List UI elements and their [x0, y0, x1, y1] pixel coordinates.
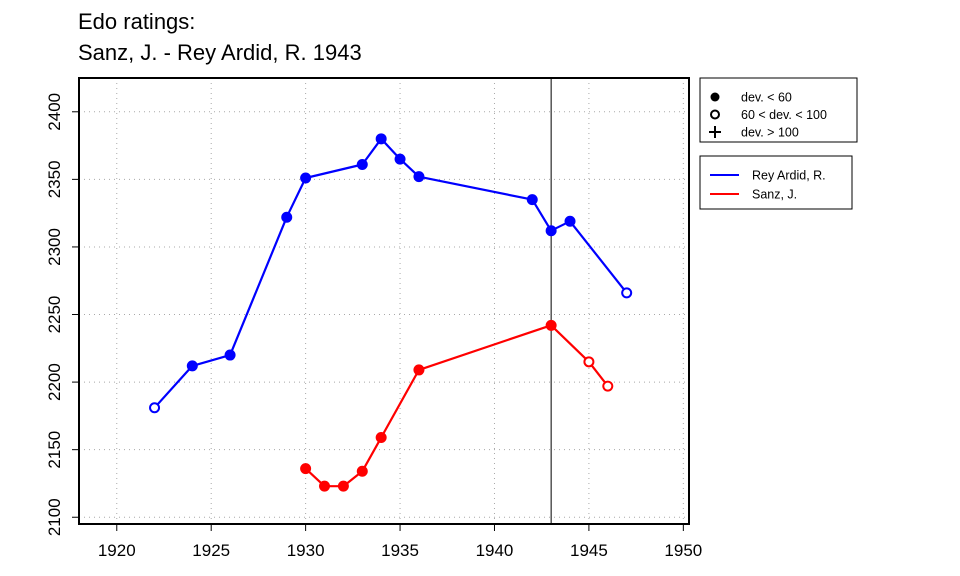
y-axis: 2100 2150 2200 2250 2300 2350 2400: [45, 93, 79, 536]
data-point-sanz-j: [602, 380, 614, 392]
data-point-rey-ardid-r: [356, 158, 368, 170]
data-point-rey-ardid-r: [526, 194, 538, 206]
y-tick-label: 2400: [45, 93, 64, 131]
data-point-sanz-j: [545, 319, 557, 331]
data-point-sanz-j: [583, 356, 595, 368]
series-legend-box: [699, 155, 853, 210]
data-point-sanz-j: [337, 480, 349, 492]
data-point-rey-ardid-r: [413, 171, 425, 183]
marker-legend-label: dev. > 100: [741, 126, 799, 140]
x-tick-label: 1935: [381, 541, 419, 560]
series-legend-label: Rey Ardid, R.: [752, 169, 826, 183]
plot-frame: [78, 77, 690, 525]
grid-lines: [79, 78, 689, 524]
series-layer: [149, 133, 633, 492]
data-point-rey-ardid-r: [621, 287, 633, 299]
y-tick-label: 2200: [45, 363, 64, 401]
x-tick-label: 1950: [664, 541, 702, 560]
x-tick-label: 1940: [476, 541, 514, 560]
y-tick-label: 2300: [45, 228, 64, 266]
series-line-sanz-j: [304, 324, 609, 488]
marker-legend: dev. < 60 60 < dev. < 100 dev. > 100: [699, 77, 858, 143]
x-tick-label: 1945: [570, 541, 608, 560]
data-point-sanz-j: [413, 364, 425, 376]
legend-symbol-open-circle: [710, 109, 720, 120]
series-legend: Rey Ardid, R. Sanz, J.: [699, 155, 853, 210]
y-tick-label: 2100: [45, 498, 64, 536]
chart-subtitle: Sanz, J. - Rey Ardid, R. 1943: [78, 40, 362, 65]
x-tick-label: 1920: [98, 541, 136, 560]
marker-legend-label: 60 < dev. < 100: [741, 108, 827, 122]
data-point-sanz-j: [300, 463, 312, 475]
data-point-rey-ardid-r: [545, 225, 557, 237]
legend-symbol-filled-circle: [710, 92, 720, 102]
y-tick-label: 2250: [45, 296, 64, 334]
x-axis: 1920 1925 1930 1935 1940 1945 1950: [98, 524, 702, 560]
data-point-rey-ardid-r: [186, 360, 198, 372]
data-point-sanz-j: [319, 480, 331, 492]
series-legend-label: Sanz, J.: [752, 188, 797, 202]
y-tick-label: 2350: [45, 160, 64, 198]
data-point-sanz-j: [375, 432, 387, 444]
chart-title: Edo ratings:: [78, 9, 196, 34]
data-point-rey-ardid-r: [300, 172, 312, 184]
data-point-rey-ardid-r: [394, 153, 406, 165]
series-line-rey-ardid-r: [153, 137, 628, 409]
data-point-sanz-j: [356, 465, 368, 477]
x-tick-label: 1925: [192, 541, 230, 560]
marker-legend-label: dev. < 60: [741, 91, 792, 105]
data-point-rey-ardid-r: [281, 211, 293, 223]
marker-legend-box: [699, 77, 858, 143]
data-point-rey-ardid-r: [564, 215, 576, 227]
data-point-rey-ardid-r: [375, 133, 387, 145]
legend-symbol-plus: [709, 126, 721, 138]
data-point-rey-ardid-r: [149, 402, 161, 414]
x-tick-label: 1930: [287, 541, 325, 560]
data-point-rey-ardid-r: [224, 349, 236, 361]
y-tick-label: 2150: [45, 431, 64, 469]
